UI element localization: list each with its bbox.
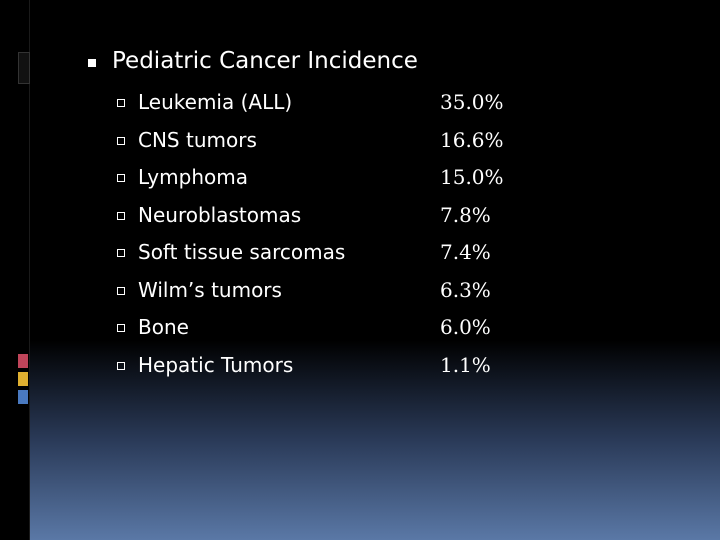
bullet xyxy=(117,249,125,257)
item-label: Leukemia (ALL) xyxy=(138,90,293,114)
bullet xyxy=(117,174,125,182)
item-value: 7.8% xyxy=(440,202,491,227)
decoration xyxy=(18,354,28,368)
item-label: Neuroblastomas xyxy=(138,202,302,227)
item-label: Wilm’s tumors xyxy=(138,277,282,302)
bullet xyxy=(117,286,125,295)
item-value: 1.1% xyxy=(440,352,491,377)
decoration xyxy=(18,390,28,404)
bullet xyxy=(117,136,125,145)
decoration xyxy=(18,52,30,84)
item-value: 16.6% xyxy=(440,127,504,152)
item-label: Soft tissue sarcomas xyxy=(138,240,346,264)
decoration xyxy=(18,372,28,386)
bullet xyxy=(117,211,125,220)
item-label: Hepatic Tumors xyxy=(138,352,294,377)
item-value: 6.0% xyxy=(440,315,491,339)
item-label: Lymphoma xyxy=(138,165,248,189)
item-value: 15.0% xyxy=(440,165,504,189)
bullet xyxy=(117,324,125,332)
side-strip xyxy=(0,0,30,540)
bullet xyxy=(117,99,125,107)
item-value: 35.0% xyxy=(440,90,504,114)
item-label: CNS tumors xyxy=(138,127,257,152)
title: Pediatric Cancer Incidence xyxy=(112,48,418,74)
bullet xyxy=(88,59,96,67)
item-value: 7.4% xyxy=(440,240,491,264)
item-value: 6.3% xyxy=(440,277,491,302)
bullet xyxy=(117,361,125,370)
item-label: Bone xyxy=(138,315,189,339)
